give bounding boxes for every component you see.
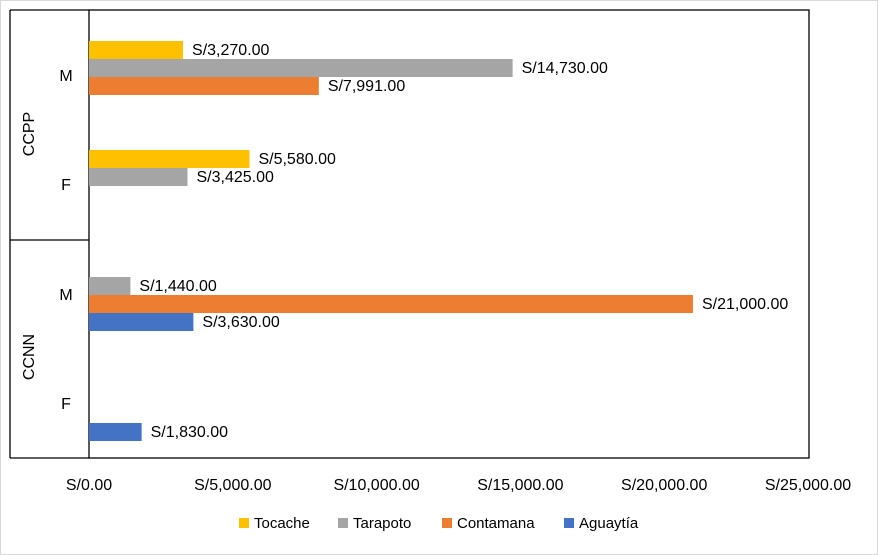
axes: M F CCPP M F CCNN S/0.00 S/5,000.00 S/10,000.00 S… [9, 9, 851, 494]
bars [89, 41, 693, 441]
bar-ccpp-f-tarapoto [89, 168, 188, 186]
x-tick-label-1: S/5,000.00 [194, 477, 272, 494]
x-tick-label-2: S/10,000.00 [333, 477, 419, 494]
bar-ccnn-m-tarapoto [89, 277, 131, 295]
data-label-ccpp-m-contamana: S/7,991.00 [328, 78, 406, 95]
x-tick-label-5: S/25,000.00 [765, 477, 851, 494]
data-labels: S/3,270.00 S/14,730.00 S/7,991.00 S/5,580.0… [139, 42, 788, 441]
bar-ccpp-f-tocache [89, 150, 250, 168]
bar-ccpp-m-tarapoto [89, 59, 513, 77]
plot-frame [88, 9, 810, 459]
bar-ccnn-f-aguaytia [89, 423, 142, 441]
legend-label-tocache: Tocache [254, 515, 310, 532]
group-label-ccpp: CCPP [21, 112, 38, 156]
x-tick-label-4: S/20,000.00 [621, 477, 707, 494]
legend-swatch-contamana [442, 518, 452, 528]
legend-swatch-tarapoto [338, 518, 348, 528]
legend: Tocache Tarapoto Contamana Aguaytía [239, 515, 639, 532]
data-label-ccpp-f-tocache: S/5,580.00 [258, 151, 336, 168]
data-label-ccnn-m-contamana: S/21,000.00 [702, 296, 788, 313]
data-label-ccpp-f-tarapoto: S/3,425.00 [197, 169, 274, 186]
legend-swatch-aguaytia [564, 518, 574, 528]
data-label-ccpp-m-tocache: S/3,270.00 [192, 42, 270, 59]
legend-label-tarapoto: Tarapoto [353, 515, 411, 532]
legend-label-aguaytia: Aguaytía [579, 515, 639, 532]
category-label-ccpp-f: F [61, 177, 71, 194]
bar-ccpp-m-contamana [89, 77, 319, 95]
bar-ccnn-m-contamana [89, 295, 693, 313]
bar-ccnn-m-aguaytia [89, 313, 194, 331]
category-label-ccnn-m: M [59, 287, 72, 304]
legend-swatch-tocache [239, 518, 249, 528]
category-label-ccnn-f: F [61, 396, 71, 413]
group-label-ccnn: CCNN [21, 334, 38, 380]
data-label-ccnn-m-tarapoto: S/1,440.00 [139, 278, 217, 295]
legend-label-contamana: Contamana [457, 515, 535, 532]
bar-ccpp-m-tocache [89, 41, 184, 59]
data-label-ccnn-m-aguaytia: S/3,630.00 [202, 314, 280, 331]
x-tick-label-0: S/0.00 [66, 477, 112, 494]
category-label-ccpp-m: M [59, 68, 72, 85]
x-tick-label-3: S/15,000.00 [477, 477, 563, 494]
data-label-ccpp-m-tarapoto: S/14,730.00 [522, 60, 608, 77]
plot-area [88, 9, 810, 459]
data-label-ccnn-f-aguaytia: S/1,830.00 [151, 424, 229, 441]
